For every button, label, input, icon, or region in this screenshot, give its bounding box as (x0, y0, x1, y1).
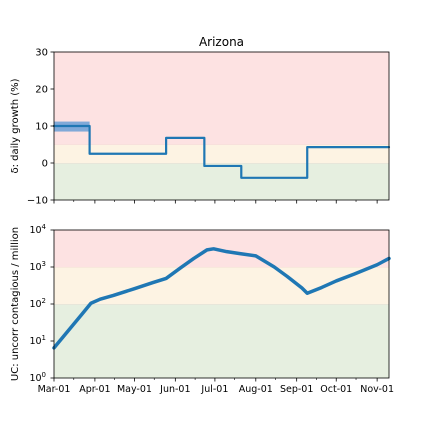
y-tick-label: 100 (29, 371, 46, 384)
x-tick-label: Nov-01 (360, 384, 394, 395)
y-tick-label: 102 (29, 297, 46, 310)
y-tick-label: 30 (35, 48, 48, 59)
growth-panel: −10 0 10 20 30 Arizona δ: daily growth (%) (10, 35, 391, 207)
x-tick-label: May-01 (117, 384, 152, 395)
growth-series-line (52, 124, 391, 179)
zone-band (54, 230, 389, 267)
y-tick-label: 104 (29, 223, 46, 236)
zone-band (54, 52, 389, 145)
y-tick-label: −10 (27, 196, 48, 207)
y-tick-label: 20 (35, 85, 48, 96)
contagious-series-line (52, 247, 391, 350)
x-tick-label: Jul-01 (200, 384, 228, 395)
x-tick-label: Apr-01 (79, 384, 110, 395)
zone-band (54, 144, 389, 163)
contagious-zone-bands (54, 229, 389, 378)
chart-title: Arizona (199, 35, 244, 49)
y-tick-label: 103 (29, 260, 46, 273)
contagious-x-ticks: Mar-01 Apr-01 May-01 Jun-01 Jul-01 Aug-01 Sep-… (38, 378, 394, 395)
contagious-panel: 100 101 102 103 104 Mar-01 Apr-01 May-01 Jun-01… (10, 223, 394, 395)
x-tick-label: Jun-01 (159, 384, 190, 395)
contagious-y-ticks: 100 101 102 103 104 (29, 223, 54, 384)
y-tick-label: 0 (42, 159, 48, 170)
y-tick-label: 101 (29, 334, 46, 347)
growth-y-axis-label: δ: daily growth (%) (10, 78, 21, 173)
zone-band (54, 304, 389, 378)
x-tick-label: Mar-01 (38, 384, 71, 395)
contagious-y-axis-label: UC: uncorr contagious / million (10, 227, 21, 381)
x-tick-label: Oct-01 (320, 384, 352, 395)
y-tick-label: 10 (35, 122, 48, 133)
x-tick-label: Sep-01 (280, 384, 313, 395)
x-tick-label: Aug-01 (239, 384, 273, 395)
growth-y-ticks: −10 0 10 20 30 (27, 48, 54, 207)
growth-zone-bands (54, 51, 389, 200)
growth-x-ticks (53, 200, 378, 204)
zone-band (54, 163, 389, 200)
